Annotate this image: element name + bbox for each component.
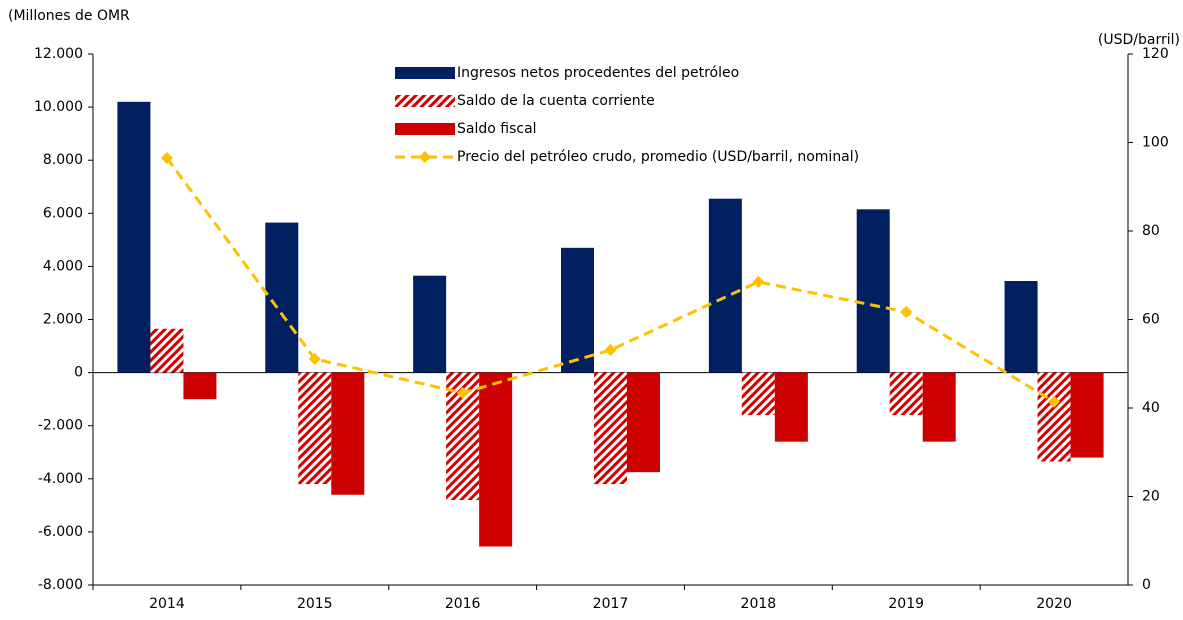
legend-swatch (395, 95, 455, 107)
y2-tick-label: 0 (1142, 577, 1151, 593)
legend-swatch (395, 67, 455, 79)
bar (774, 372, 808, 442)
y-tick-label: 2.000 (43, 312, 83, 328)
marker (900, 305, 913, 318)
y2-tick-label: 80 (1142, 223, 1160, 239)
legend-label: Precio del petróleo crudo, promedio (USD… (457, 149, 859, 165)
marker (308, 352, 321, 365)
bar (479, 372, 513, 547)
bar (331, 372, 365, 495)
bar (413, 275, 447, 373)
marker (1048, 395, 1061, 408)
bar (1070, 372, 1104, 458)
bar (889, 372, 923, 416)
y2-tick-label: 40 (1142, 400, 1160, 416)
legend-marker (419, 151, 431, 163)
marker (604, 344, 617, 357)
x-tick-label: 2016 (445, 596, 481, 612)
marker (456, 386, 469, 399)
y2-tick-label: 100 (1142, 135, 1169, 151)
bar (1004, 281, 1038, 373)
x-tick-label: 2015 (297, 596, 333, 612)
bar (922, 372, 956, 442)
y-tick-label: 6.000 (43, 205, 83, 221)
y-tick-label: 0 (74, 365, 83, 381)
bar (594, 372, 627, 485)
x-tick-label: 2017 (593, 596, 629, 612)
y2-axis-label: (USD/barril) (1098, 32, 1180, 48)
bar (741, 372, 775, 416)
bar (627, 372, 660, 473)
x-tick-label: 2018 (741, 596, 777, 612)
bar (561, 247, 594, 373)
legend-swatch (395, 123, 455, 135)
marker (752, 275, 765, 288)
bar (183, 372, 217, 400)
bar (298, 372, 332, 485)
x-tick-label: 2014 (149, 596, 185, 612)
y-tick-label: -8.000 (38, 577, 83, 593)
legend-label: Saldo de la cuenta corriente (457, 93, 655, 109)
marker (160, 151, 173, 164)
bar (150, 328, 184, 373)
line (165, 157, 1055, 404)
legend-label: Saldo fiscal (457, 121, 537, 137)
bar (265, 222, 299, 373)
y-tick-label: -4.000 (38, 471, 83, 487)
y2-tick-label: 60 (1142, 312, 1160, 328)
y-tick-label: 4.000 (43, 258, 83, 274)
y-tick-label: 8.000 (43, 152, 83, 168)
y2-tick-label: 120 (1142, 46, 1169, 62)
y-axis-label: (Millones de OMR (8, 8, 130, 24)
x-tick-label: 2019 (888, 596, 924, 612)
bar (856, 209, 890, 373)
y-tick-label: 12.000 (34, 46, 83, 62)
y2-tick-label: 20 (1142, 489, 1160, 505)
y-tick-label: -2.000 (38, 418, 83, 434)
x-tick-label: 2020 (1036, 596, 1072, 612)
bar (117, 101, 151, 373)
bar (1037, 372, 1071, 462)
y-tick-label: -6.000 (38, 524, 83, 540)
bar (708, 198, 742, 373)
legend-label: Ingresos netos procedentes del petróleo (457, 65, 739, 81)
y-tick-label: 10.000 (34, 99, 83, 115)
